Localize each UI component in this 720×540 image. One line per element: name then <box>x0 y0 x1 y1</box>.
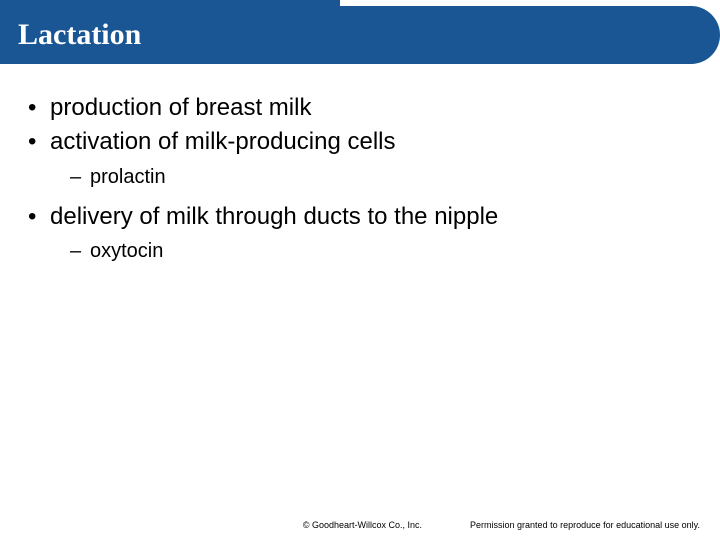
bullet-item: • production of breast milk <box>18 92 702 124</box>
title-bar: Lactation <box>0 6 720 64</box>
copyright-text: © Goodheart-Willcox Co., Inc. <box>303 520 422 530</box>
dash-marker-icon: – <box>70 237 90 265</box>
footer: © Goodheart-Willcox Co., Inc. Permission… <box>0 520 720 530</box>
bullet-marker-icon: • <box>28 126 50 158</box>
sub-bullet-item: – prolactin <box>18 163 702 191</box>
bullet-item: • delivery of milk through ducts to the … <box>18 201 702 233</box>
sub-bullet-item: – oxytocin <box>18 237 702 265</box>
bullet-item: • activation of milk-producing cells <box>18 126 702 158</box>
bullet-marker-icon: • <box>28 201 50 233</box>
title-bar-cap <box>680 6 720 64</box>
content-area: • production of breast milk • activation… <box>0 90 720 275</box>
dash-marker-icon: – <box>70 163 90 191</box>
bullet-text: activation of milk-producing cells <box>50 126 395 158</box>
permission-text: Permission granted to reproduce for educ… <box>470 520 700 530</box>
bullet-marker-icon: • <box>28 92 50 124</box>
slide-title: Lactation <box>0 18 141 52</box>
sub-bullet-text: prolactin <box>90 163 166 191</box>
bullet-text: production of breast milk <box>50 92 311 124</box>
sub-bullet-text: oxytocin <box>90 237 163 265</box>
bullet-text: delivery of milk through ducts to the ni… <box>50 201 498 233</box>
